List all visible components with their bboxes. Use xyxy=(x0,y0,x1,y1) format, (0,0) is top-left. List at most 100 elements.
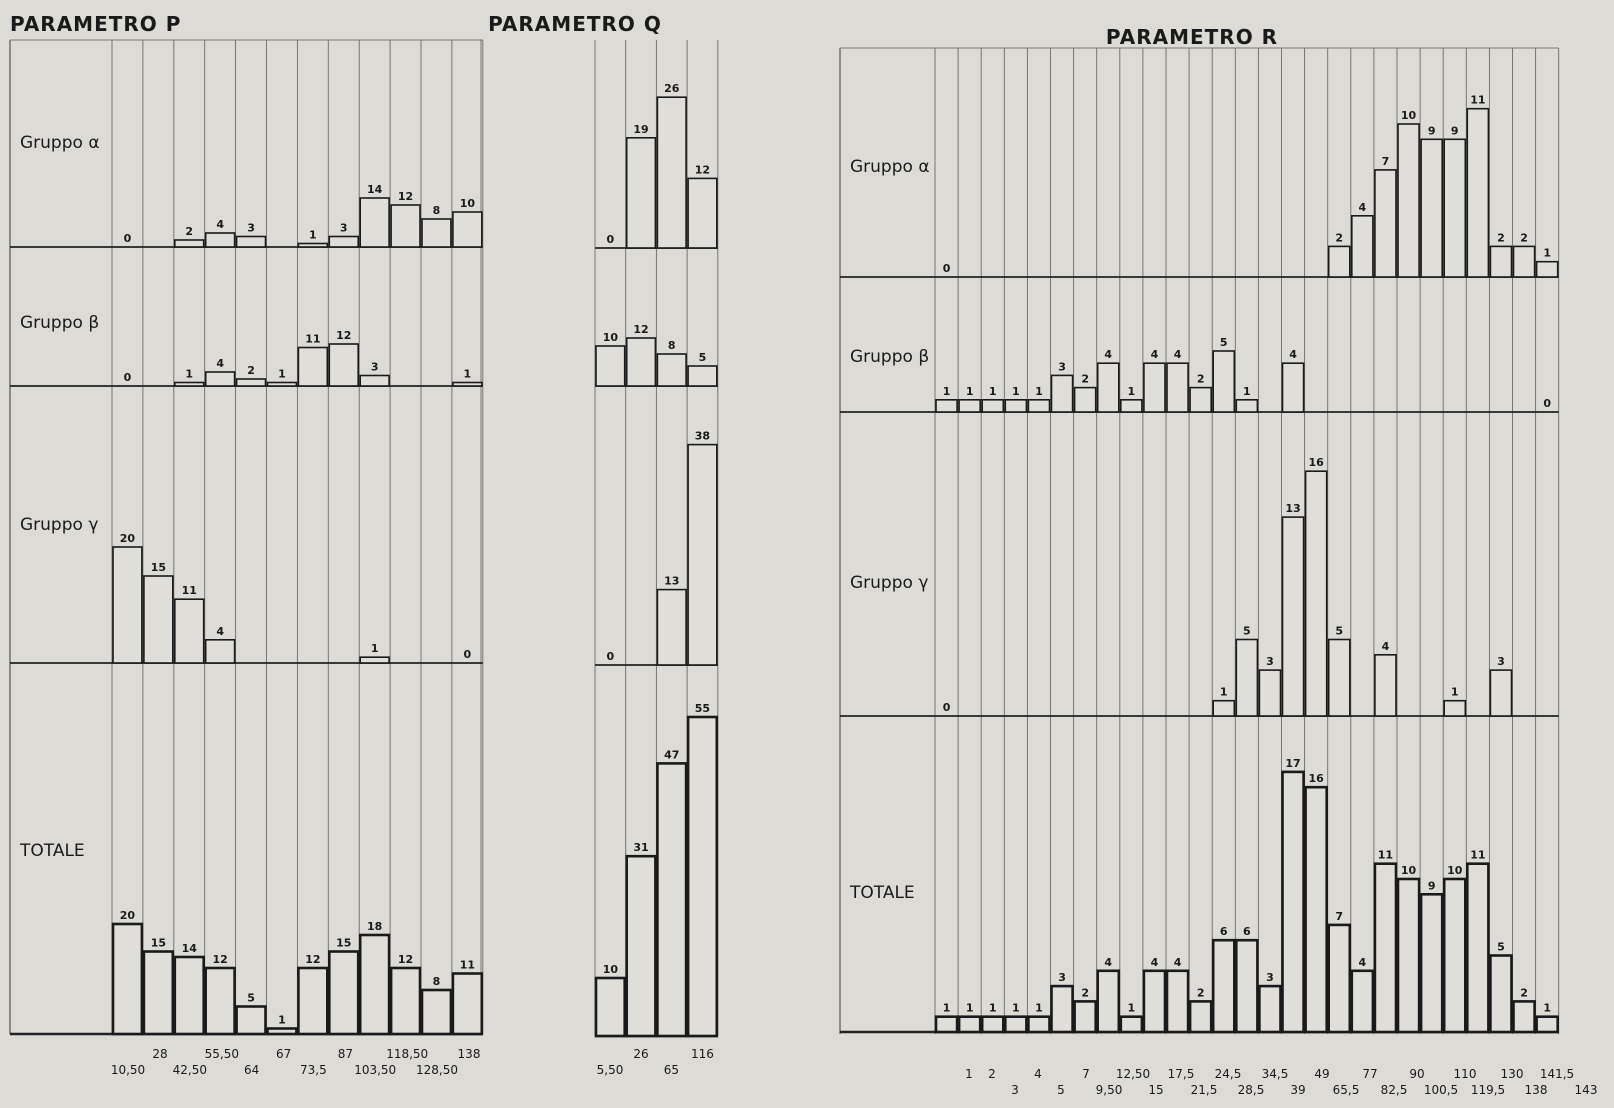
bar xyxy=(1189,386,1212,413)
bar xyxy=(420,988,453,1036)
bar xyxy=(1443,138,1467,278)
bar xyxy=(421,218,452,248)
bar-value-label: 3 xyxy=(371,361,379,374)
bar-value-label: 1 xyxy=(1035,1002,1043,1015)
bar-value-label: 1 xyxy=(989,385,997,398)
tick-label: 143 xyxy=(1575,1083,1598,1097)
bar xyxy=(1281,362,1305,413)
bar xyxy=(595,345,626,387)
bar xyxy=(112,546,143,664)
bar-value-label: 1 xyxy=(1012,385,1020,398)
series-label: TOTALE xyxy=(19,841,85,861)
tick-label: 128,50 xyxy=(416,1063,458,1077)
bar-value-label: 1 xyxy=(966,1002,974,1015)
bar-value-label: 4 xyxy=(1104,956,1112,969)
tick-label: 2 xyxy=(988,1067,996,1081)
bar-value-label: 10 xyxy=(603,331,619,344)
bar-value-label: 12 xyxy=(336,329,351,342)
bar-value-label: 8 xyxy=(668,339,676,352)
bar xyxy=(656,353,687,387)
bar-value-label: 5 xyxy=(699,351,707,364)
bar xyxy=(1351,215,1374,278)
bar xyxy=(359,197,390,248)
bar-value-label: 3 xyxy=(1266,655,1274,668)
tick-label: 82,5 xyxy=(1381,1083,1408,1097)
bar-value-label: 10 xyxy=(1447,864,1463,877)
bar-value-label: 4 xyxy=(216,357,224,370)
bar xyxy=(174,239,205,248)
bar-value-label: 0 xyxy=(124,371,132,384)
bar xyxy=(204,966,236,1036)
bar xyxy=(1143,362,1166,413)
bar-value-label: 4 xyxy=(1151,956,1159,969)
bar-value-label: 1 xyxy=(278,1014,286,1027)
bar xyxy=(958,398,981,413)
bar xyxy=(173,955,206,1036)
tick-label: 4 xyxy=(1034,1067,1042,1081)
bar-value-label: 17 xyxy=(1285,757,1300,770)
bar-value-label: 10 xyxy=(1401,109,1417,122)
bar xyxy=(1489,954,1513,1034)
bar xyxy=(1281,516,1305,717)
bar xyxy=(1419,892,1444,1034)
bar xyxy=(1027,398,1051,413)
bar xyxy=(1374,653,1397,717)
bar xyxy=(934,1015,959,1034)
tick-label: 49 xyxy=(1314,1067,1329,1081)
bar xyxy=(1397,123,1420,278)
bar-value-label: 12 xyxy=(398,953,413,966)
series-label: Gruppo β xyxy=(20,313,99,333)
bar xyxy=(1258,984,1282,1034)
tick-label: 17,5 xyxy=(1168,1067,1195,1081)
tick-label: 12,50 xyxy=(1116,1067,1150,1081)
bar xyxy=(389,966,422,1036)
bar xyxy=(358,933,391,1036)
series-label: Gruppo β xyxy=(850,347,929,367)
bar xyxy=(359,374,390,387)
bar-value-label: 15 xyxy=(151,937,166,950)
bar-value-label: 1 xyxy=(464,368,472,381)
bar-value-label: 11 xyxy=(182,584,197,597)
tick-label: 116 xyxy=(691,1047,714,1061)
bar-value-label: 11 xyxy=(1470,849,1485,862)
tick-label: 141,5 xyxy=(1540,1067,1574,1081)
bar xyxy=(328,235,359,248)
bar xyxy=(1096,969,1121,1034)
bar xyxy=(1327,638,1351,717)
bar-value-label: 4 xyxy=(216,625,224,638)
bar-value-label: 4 xyxy=(1104,348,1112,361)
bar-value-label: 0 xyxy=(607,650,615,663)
bar xyxy=(174,598,205,664)
bar-value-label: 9 xyxy=(1451,124,1459,137)
bar-value-label: 0 xyxy=(607,233,615,246)
bar-value-label: 12 xyxy=(212,953,227,966)
tick-label: 26 xyxy=(633,1047,648,1061)
bar-value-label: 15 xyxy=(336,937,351,950)
bar xyxy=(297,966,329,1036)
tick-label: 67 xyxy=(276,1047,291,1061)
bar xyxy=(452,211,483,248)
tick-label: 9,50 xyxy=(1096,1083,1123,1097)
bar-value-label: 0 xyxy=(943,262,951,275)
bar xyxy=(656,96,687,249)
bar-value-label: 5 xyxy=(1220,336,1228,349)
bar xyxy=(1120,398,1143,413)
series-label: Gruppo γ xyxy=(20,515,98,535)
bar xyxy=(1443,699,1467,717)
bar-value-label: 11 xyxy=(1378,849,1393,862)
bar-value-label: 13 xyxy=(1285,502,1300,515)
bar xyxy=(980,1015,1005,1034)
bar xyxy=(1188,1000,1213,1034)
tick-label: 28,5 xyxy=(1238,1083,1265,1097)
bar-value-label: 1 xyxy=(1451,686,1459,699)
bar xyxy=(142,950,175,1036)
bar xyxy=(266,1027,298,1036)
bar-value-label: 2 xyxy=(1197,986,1205,999)
tick-label: 42,50 xyxy=(173,1063,207,1077)
bar-value-label: 8 xyxy=(433,975,441,988)
bar-value-label: 1 xyxy=(1543,1002,1551,1015)
chart-title: PARAMETRO P xyxy=(10,12,181,36)
bar-value-label: 20 xyxy=(120,532,136,545)
tick-label: 3 xyxy=(1011,1083,1019,1097)
tick-label: 64 xyxy=(244,1063,259,1077)
